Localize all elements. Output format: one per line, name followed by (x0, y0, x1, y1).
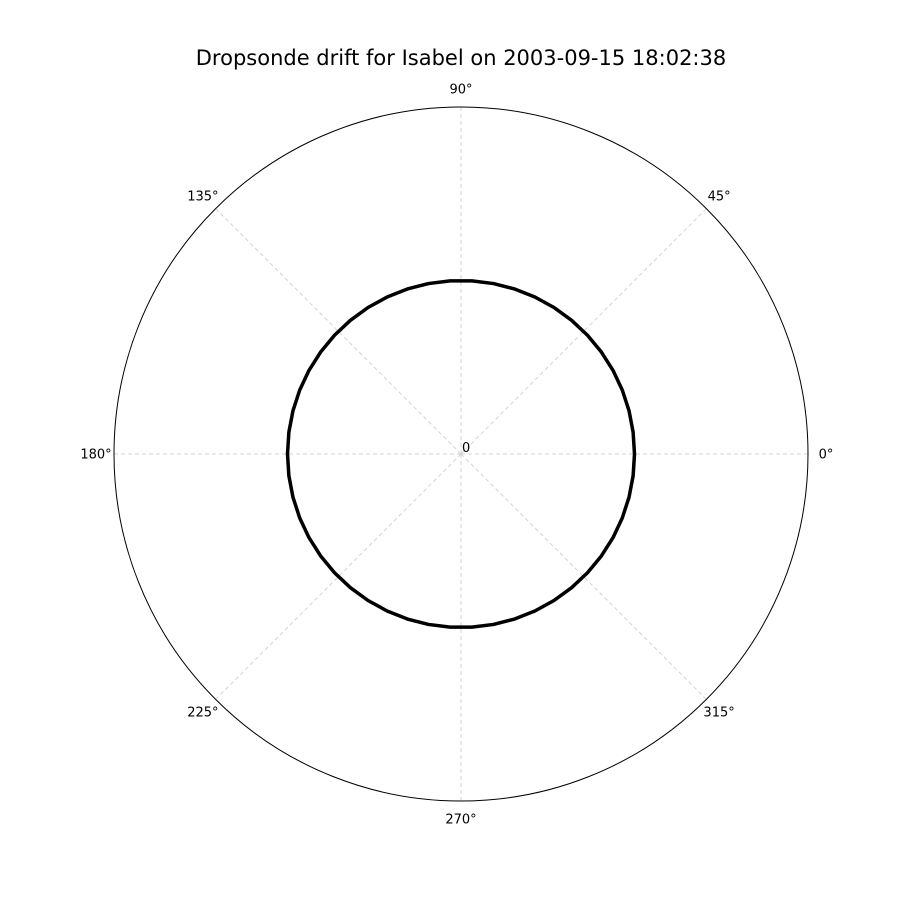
drift-series-line (285, 279, 637, 629)
grid-line-225 (215, 453, 462, 700)
angular-tick-label-180: 180° (80, 448, 111, 463)
grid-line-315 (460, 453, 707, 700)
angular-tick-label-225: 225° (187, 706, 218, 721)
series-layer (285, 279, 637, 629)
angular-tick-label-0: 0° (819, 448, 834, 463)
angular-tick-label-135: 135° (187, 189, 218, 204)
angular-grid (114, 107, 808, 801)
angular-tick-label-45: 45° (708, 189, 731, 204)
chart-title: Dropsonde drift for Isabel on 2003-09-15… (196, 46, 726, 70)
radial-tick-label: 0 (462, 441, 470, 456)
grid-line-45 (460, 208, 707, 455)
angular-tick-label-315: 315° (703, 706, 734, 721)
polar-outer-frame (113, 106, 809, 802)
angular-tick-label-270: 270° (445, 813, 476, 828)
angular-tick-labels: 0° 45° 90° 135° 180° 225° 270° 315° (80, 83, 833, 828)
grid-line-135 (215, 208, 462, 455)
angular-tick-label-90: 90° (449, 83, 472, 98)
